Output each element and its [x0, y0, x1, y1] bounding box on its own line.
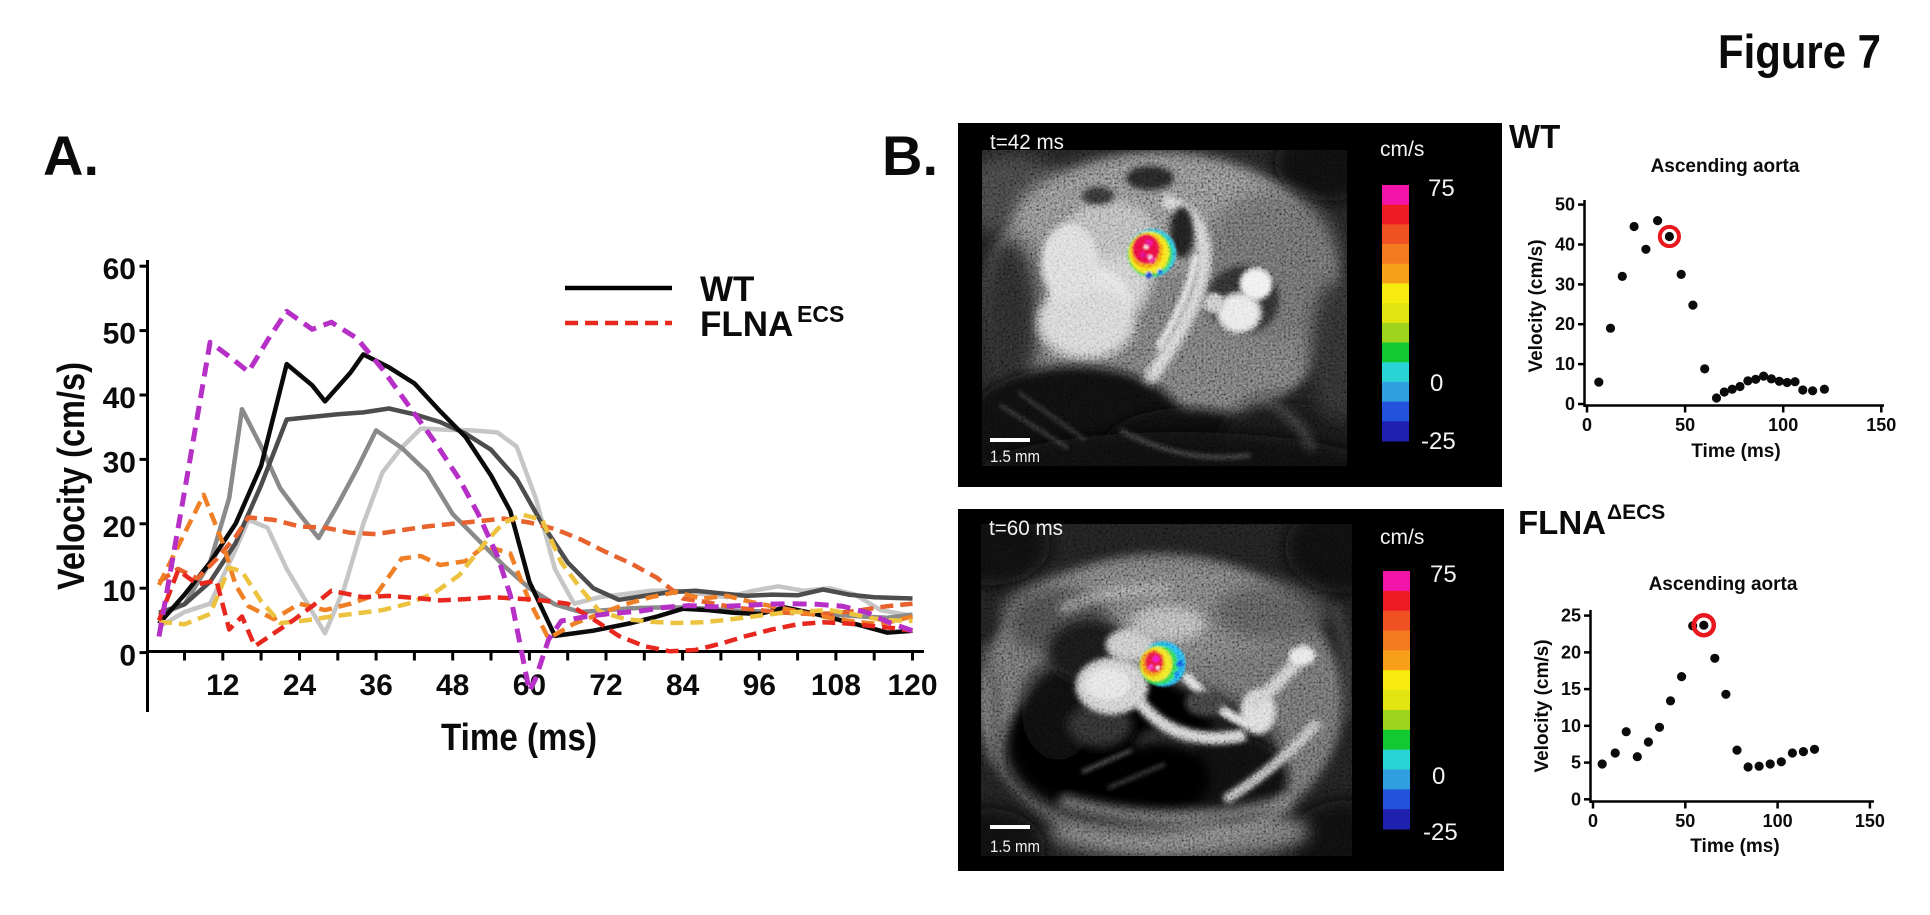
svg-text:40: 40: [1555, 235, 1575, 255]
svg-text:ECS: ECS: [797, 301, 844, 327]
svg-text:20: 20: [1561, 642, 1581, 662]
svg-text:Velocity (cm/s): Velocity (cm/s): [1526, 239, 1547, 372]
svg-text:84: 84: [666, 669, 700, 702]
svg-text:FLNA: FLNA: [1518, 504, 1606, 541]
svg-text:A.: A.: [43, 124, 99, 187]
svg-text:20: 20: [103, 511, 136, 544]
svg-text:100: 100: [1763, 811, 1793, 831]
svg-text:72: 72: [589, 669, 622, 702]
svg-text:50: 50: [1675, 811, 1695, 831]
svg-text:WT: WT: [1509, 118, 1560, 155]
svg-text:40: 40: [103, 382, 136, 415]
svg-text:0: 0: [1430, 370, 1443, 397]
svg-text:10: 10: [1561, 716, 1581, 736]
svg-text:Ascending aorta: Ascending aorta: [1651, 156, 1800, 177]
svg-text:WT: WT: [700, 270, 754, 309]
svg-text:B.: B.: [882, 124, 938, 187]
svg-text:75: 75: [1430, 561, 1457, 588]
svg-text:150: 150: [1866, 415, 1896, 435]
svg-text:30: 30: [1555, 274, 1575, 294]
svg-text:ΔECS: ΔECS: [1607, 501, 1665, 524]
svg-text:30: 30: [103, 446, 136, 479]
svg-text:10: 10: [1555, 354, 1575, 374]
svg-text:0: 0: [1571, 789, 1581, 809]
svg-text:cm/s: cm/s: [1380, 526, 1424, 549]
svg-text:50: 50: [1675, 415, 1695, 435]
svg-text:Time (ms): Time (ms): [1690, 836, 1779, 857]
svg-text:Velocity (cm/s): Velocity (cm/s): [1532, 639, 1553, 772]
svg-text:10: 10: [103, 575, 136, 608]
svg-text:0: 0: [119, 640, 136, 673]
svg-text:1.5 mm: 1.5 mm: [990, 838, 1040, 856]
svg-text:12: 12: [206, 669, 239, 702]
svg-text:75: 75: [1428, 175, 1455, 202]
svg-text:96: 96: [743, 669, 776, 702]
svg-text:48: 48: [436, 669, 469, 702]
svg-text:5: 5: [1571, 753, 1581, 773]
svg-text:0: 0: [1582, 415, 1592, 435]
svg-text:t=60 ms: t=60 ms: [989, 517, 1063, 540]
svg-text:36: 36: [359, 669, 392, 702]
svg-text:t=42 ms: t=42 ms: [990, 131, 1064, 154]
svg-text:0: 0: [1432, 763, 1445, 790]
svg-text:Time (ms): Time (ms): [441, 717, 597, 759]
svg-text:Figure 7: Figure 7: [1718, 25, 1881, 78]
svg-text:24: 24: [283, 669, 317, 702]
svg-text:60: 60: [103, 253, 136, 286]
svg-text:0: 0: [1565, 394, 1575, 414]
svg-text:0: 0: [1588, 811, 1598, 831]
svg-text:Time (ms): Time (ms): [1691, 441, 1780, 462]
svg-text:-25: -25: [1423, 819, 1458, 846]
svg-text:60: 60: [513, 669, 546, 702]
svg-text:20: 20: [1555, 314, 1575, 334]
svg-text:Ascending aorta: Ascending aorta: [1649, 574, 1798, 595]
svg-text:50: 50: [103, 318, 136, 351]
svg-text:cm/s: cm/s: [1380, 138, 1424, 161]
svg-text:100: 100: [1768, 415, 1798, 435]
svg-text:-25: -25: [1421, 428, 1456, 455]
svg-text:150: 150: [1855, 811, 1885, 831]
svg-text:50: 50: [1555, 195, 1575, 215]
svg-text:108: 108: [811, 669, 861, 702]
svg-text:15: 15: [1561, 679, 1581, 699]
svg-text:25: 25: [1561, 606, 1581, 626]
svg-text:Velocity (cm/s): Velocity (cm/s): [51, 362, 93, 590]
svg-text:FLNA: FLNA: [700, 305, 793, 344]
svg-text:120: 120: [887, 669, 937, 702]
svg-text:1.5 mm: 1.5 mm: [990, 448, 1040, 466]
